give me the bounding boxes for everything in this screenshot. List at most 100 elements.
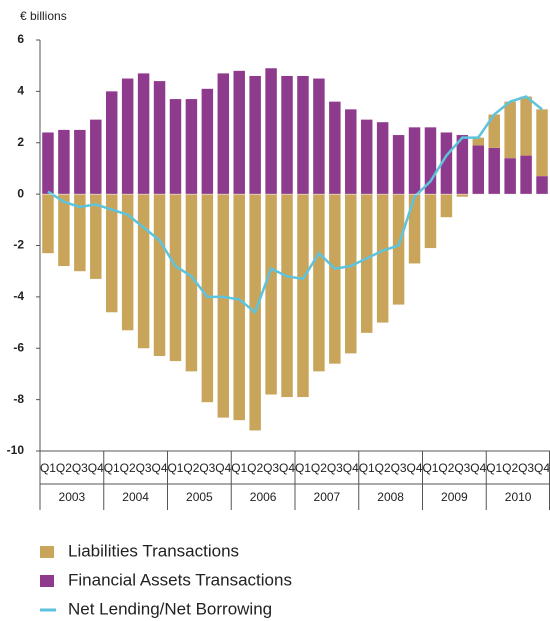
bar (217, 73, 230, 195)
bar (329, 101, 341, 195)
x-tick-label: Q3 (136, 461, 152, 475)
x-tick-label: Q2 (375, 461, 391, 475)
bar (281, 194, 293, 398)
bar (360, 194, 373, 333)
bar (297, 194, 309, 398)
bar (472, 145, 485, 195)
x-tick-label: Q4 (343, 461, 359, 475)
bar (408, 127, 421, 195)
x-tick-label: Q1 (104, 461, 120, 475)
bar (392, 135, 405, 195)
bar (456, 194, 469, 197)
bar (137, 73, 150, 195)
x-tick-label: Q4 (215, 461, 231, 475)
bar (265, 68, 277, 195)
y-tick-label: 0 (17, 186, 24, 200)
x-tick-label: Q2 (502, 461, 518, 475)
bar (121, 78, 134, 195)
x-tick-label: Q2 (183, 461, 199, 475)
bar (153, 81, 166, 195)
x-tick-label: Q2 (438, 461, 454, 475)
bar (360, 119, 373, 195)
y-tick-label: 4 (17, 84, 24, 98)
x-tick-label: Q4 (534, 461, 550, 475)
bar (297, 75, 309, 195)
x-tick-label: Q1 (486, 461, 502, 475)
bar (201, 194, 214, 403)
x-tick-label: Q3 (327, 461, 343, 475)
year-label: 2004 (122, 490, 149, 504)
legend-swatch (40, 575, 54, 587)
bar (376, 122, 389, 195)
x-tick-label: Q3 (199, 461, 215, 475)
x-tick-label: Q1 (422, 461, 438, 475)
bar (520, 96, 532, 156)
year-label: 2008 (377, 490, 404, 504)
year-label: 2009 (441, 490, 468, 504)
bar (488, 114, 500, 148)
bar (233, 194, 245, 421)
bar (376, 194, 389, 323)
bar (424, 194, 437, 249)
x-tick-label: Q1 (167, 461, 183, 475)
bar (456, 135, 469, 195)
y-tick-label: 2 (17, 135, 24, 149)
x-tick-label: Q4 (470, 461, 486, 475)
bar (392, 194, 405, 305)
x-tick-label: Q4 (279, 461, 295, 475)
bar (281, 75, 293, 195)
bar (153, 194, 166, 356)
x-tick-label: Q2 (56, 461, 72, 475)
bar (472, 137, 485, 146)
bar (105, 194, 118, 313)
y-tick-label: -4 (13, 289, 24, 303)
year-label: 2003 (59, 490, 86, 504)
bar (233, 70, 245, 195)
bar (408, 194, 421, 264)
bar (265, 194, 277, 395)
y-tick-label: -10 (7, 443, 25, 457)
bar (169, 99, 182, 195)
x-tick-label: Q2 (247, 461, 263, 475)
x-tick-label: Q3 (72, 461, 88, 475)
legend-label: Net Lending/Net Borrowing (68, 599, 272, 618)
bar (345, 194, 357, 354)
bar (424, 127, 437, 195)
bar (185, 99, 198, 195)
bar (329, 194, 341, 364)
year-label: 2007 (314, 490, 341, 504)
x-tick-label: Q4 (88, 461, 104, 475)
bar (185, 194, 198, 372)
y-tick-label: -6 (13, 340, 24, 354)
bar (90, 119, 102, 195)
x-tick-label: Q3 (454, 461, 470, 475)
line (47, 95, 543, 315)
bar (137, 194, 150, 349)
legend-label: Financial Assets Transactions (68, 570, 292, 589)
x-tick-label: Q1 (231, 461, 247, 475)
bar (536, 176, 548, 195)
bar (121, 194, 134, 331)
bar (249, 75, 261, 195)
x-tick-label: Q4 (152, 461, 168, 475)
bar (201, 88, 214, 195)
bar (504, 158, 516, 195)
x-tick-label: Q1 (359, 461, 375, 475)
y-tick-label: -2 (13, 238, 24, 252)
bar (90, 194, 102, 279)
x-tick-label: Q2 (311, 461, 327, 475)
x-tick-label: Q1 (40, 461, 56, 475)
x-tick-label: Q3 (518, 461, 534, 475)
bar (504, 101, 516, 159)
x-tick-label: Q2 (120, 461, 136, 475)
bar (105, 91, 118, 195)
bar (217, 194, 230, 418)
bar (42, 194, 54, 254)
bar (313, 194, 325, 372)
y-tick-label: -8 (13, 392, 24, 406)
bar (58, 194, 70, 267)
x-tick-label: Q3 (263, 461, 279, 475)
bar (74, 129, 86, 195)
y-axis-label: € billions (20, 9, 67, 23)
